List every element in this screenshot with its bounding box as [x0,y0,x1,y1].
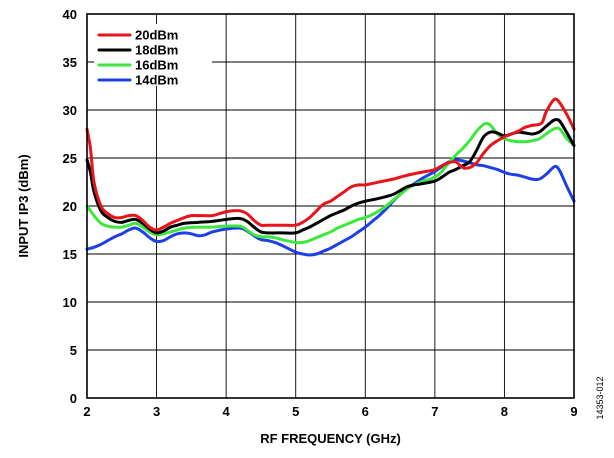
y-tick-label-0: 0 [70,391,77,406]
series-line-20dBm [85,97,576,232]
y-tick-label-5: 25 [63,151,77,166]
x-tick-label-5: 7 [431,404,438,419]
x-tick-label-3: 5 [292,404,299,419]
y-tick-label-1: 5 [70,343,77,358]
y-tick-label-8: 40 [63,7,77,22]
tick-labels: 2 3 4 5 6 7 8 9 0 5 10 15 20 25 30 35 40 [63,7,578,419]
x-axis-title: RF FREQUENCY (GHz) [260,431,401,446]
legend-label-20dBm: 20dBm [135,28,178,43]
y-tick-label-4: 20 [63,199,77,214]
y-tick-label-3: 15 [63,247,77,262]
plot-frame [86,13,575,399]
legend-label-18dBm: 18dBm [135,43,178,58]
x-tick-label-1: 3 [153,404,160,419]
x-tick-label-4: 6 [362,404,369,419]
x-tick-label-2: 4 [223,404,231,419]
x-tick-label-6: 8 [501,404,508,419]
y-tick-label-2: 10 [63,295,77,310]
y-tick-label-6: 30 [63,103,77,118]
figure-id-label: 14353-012 [595,376,605,419]
grid [87,14,574,398]
series-lines [85,97,576,257]
legend-label-16dBm: 16dBm [135,58,178,73]
y-axis-title: INPUT IP3 (dBm) [16,154,31,257]
legend-label-14dBm: 14dBm [135,73,178,88]
x-tick-label-7: 9 [570,404,577,419]
y-tick-label-7: 35 [63,55,77,70]
series-line-16dBm [85,121,576,245]
x-tick-label-0: 2 [83,404,90,419]
series-line-14dBm [85,158,576,257]
